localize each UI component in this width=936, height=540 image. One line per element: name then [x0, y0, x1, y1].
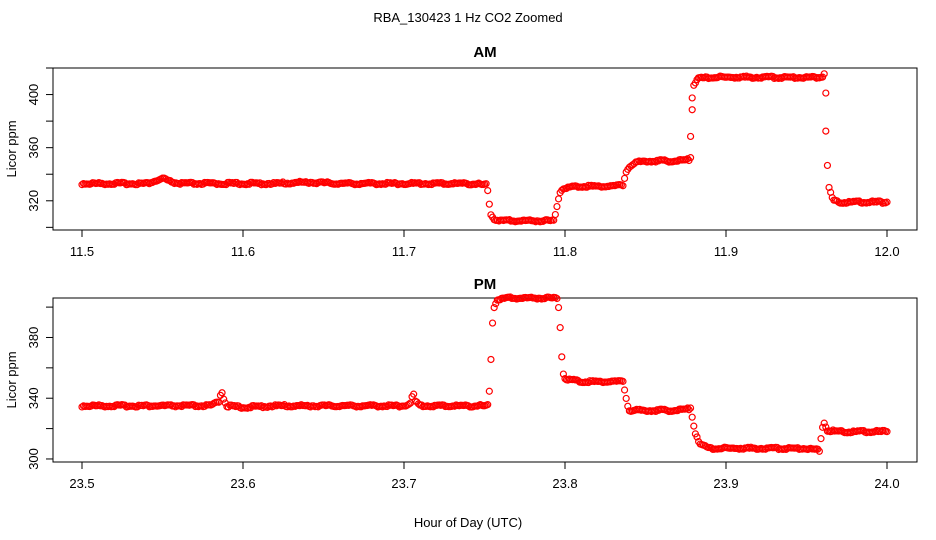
pm-data-point	[487, 355, 495, 364]
pm-points	[78, 293, 891, 455]
am-panel-title: AM	[473, 44, 496, 61]
am-data-point	[820, 70, 828, 78]
am-data-point	[619, 182, 627, 190]
am-data-point	[551, 210, 559, 219]
pm-data-point	[820, 419, 828, 427]
pm-data-point	[556, 324, 564, 332]
am-x-tick-label: 11.7	[392, 244, 416, 259]
am-data-point	[256, 179, 264, 187]
am-x-tick-label: 11.8	[553, 244, 577, 259]
pm-data-point	[405, 400, 413, 408]
pm-data-point	[506, 293, 514, 301]
am-data-point	[484, 187, 492, 195]
pm-y-tick-label: 340	[26, 387, 41, 409]
pm-data-point	[815, 447, 823, 455]
am-data-point	[822, 127, 830, 135]
am-data-point	[686, 154, 695, 162]
pm-panel: PM Licor ppm 23.5 23.6 23.7 23.8 23.9 24.0 30…	[4, 276, 918, 491]
am-x-axis: 11.5 11.6 11.7 11.8 11.9 12.0	[70, 229, 900, 259]
am-data-point	[688, 94, 696, 102]
pm-data-point	[218, 389, 226, 397]
x-axis-label: Hour of Day (UTC)	[414, 515, 522, 530]
pm-y-tick-label: 380	[26, 327, 41, 349]
pm-data-point	[622, 394, 630, 403]
pm-x-tick-label: 23.9	[713, 476, 738, 491]
am-data-point	[554, 195, 563, 203]
am-data-point	[482, 180, 490, 188]
pm-plot-frame	[52, 297, 918, 463]
pm-data-point	[410, 390, 418, 398]
am-points	[78, 70, 891, 226]
am-data-point	[485, 200, 493, 208]
pm-data-point	[619, 377, 627, 385]
pm-data-point	[485, 387, 493, 395]
am-y-axis-label: Licor ppm	[4, 120, 19, 177]
pm-x-tick-label: 23.7	[391, 476, 416, 491]
am-data-point	[553, 202, 561, 211]
pm-data-point	[484, 401, 492, 409]
am-panel: AM Licor ppm 11.5 11.6 11.7 11.8 11.9 12.0 32…	[4, 44, 918, 259]
pm-y-tick-label: 300	[26, 448, 41, 470]
am-data-point	[823, 161, 832, 170]
pm-data-point	[558, 353, 566, 361]
am-data-point	[688, 106, 696, 114]
pm-data-point	[683, 404, 692, 412]
am-x-tick-label: 11.9	[714, 244, 738, 259]
am-x-tick-label: 11.5	[70, 244, 94, 259]
pm-data-point	[817, 435, 825, 443]
am-data-point	[620, 174, 629, 183]
pm-data-point	[559, 370, 567, 378]
am-data-point	[825, 183, 833, 192]
pm-panel-title: PM	[474, 276, 497, 293]
pm-x-axis: 23.5 23.6 23.7 23.8 23.9 24.0	[69, 461, 900, 491]
pm-data-point	[553, 294, 561, 303]
am-y-tick-label: 360	[26, 137, 41, 159]
pm-data-point	[883, 428, 891, 436]
am-x-tick-label: 11.6	[231, 244, 255, 259]
pm-x-tick-label: 23.8	[552, 476, 577, 491]
pm-data-point	[620, 386, 629, 394]
pm-data-point	[690, 422, 698, 430]
am-y-tick-label: 400	[26, 84, 41, 106]
pm-data-point	[488, 319, 497, 327]
pm-data-point	[685, 406, 693, 414]
pm-y-axis: 300 340 380	[26, 306, 54, 470]
pm-y-axis-label: Licor ppm	[4, 351, 19, 408]
am-y-tick-label: 320	[26, 190, 41, 212]
pm-data-point	[688, 413, 696, 421]
am-data-point	[883, 198, 891, 206]
pm-x-tick-label: 24.0	[874, 476, 899, 491]
pm-data-point	[814, 445, 822, 453]
am-plot-frame	[52, 67, 918, 231]
pm-data-point	[624, 402, 632, 410]
am-data-point	[686, 132, 695, 141]
pm-data-point	[554, 303, 563, 312]
am-x-tick-label: 12.0	[874, 244, 899, 259]
pm-x-tick-label: 23.6	[230, 476, 255, 491]
pm-data-point	[490, 303, 498, 312]
am-data-point	[822, 89, 830, 97]
am-y-axis: 320 360 400	[26, 67, 54, 228]
pm-data-point	[686, 404, 695, 412]
pm-data-point	[818, 423, 827, 431]
pm-data-point	[693, 433, 701, 441]
pm-data-point	[220, 395, 228, 403]
figure-title: RBA_130423 1 Hz CO2 Zoomed	[373, 10, 562, 25]
pm-x-tick-label: 23.5	[69, 476, 94, 491]
